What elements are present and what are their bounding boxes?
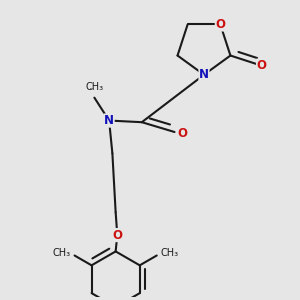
Text: O: O [215, 18, 225, 31]
Text: O: O [178, 127, 188, 140]
Text: N: N [199, 68, 209, 81]
Text: O: O [112, 229, 122, 242]
Text: N: N [104, 114, 114, 127]
Text: CH₃: CH₃ [85, 82, 103, 92]
Text: CH₃: CH₃ [52, 248, 70, 258]
Text: methyl: methyl [90, 88, 95, 89]
Text: O: O [256, 59, 266, 72]
Text: CH₃: CH₃ [161, 248, 179, 258]
